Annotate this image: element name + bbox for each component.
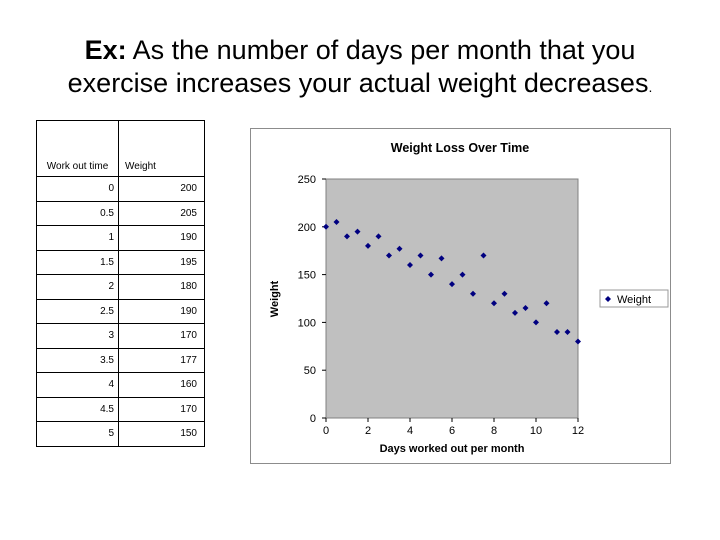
data-point — [333, 219, 340, 226]
title-line-2: exercise increases your actual weight de… — [67, 68, 649, 98]
y-axis-label: Weight — [269, 280, 281, 317]
table-row: 1.5 195 — [36, 249, 205, 275]
x-tick-label: 6 — [449, 425, 455, 437]
cell-weight: 195 — [118, 249, 205, 275]
cell-weight: 200 — [118, 176, 205, 202]
legend-marker — [605, 296, 611, 302]
table-row: 1 190 — [36, 225, 205, 251]
cell-workout-time: 3 — [36, 323, 119, 349]
slide-title: Ex: As the number of days per month that… — [0, 34, 720, 104]
cell-weight: 170 — [118, 396, 205, 422]
data-point — [428, 271, 434, 278]
data-point — [449, 281, 455, 288]
cell-weight: 190 — [118, 225, 205, 251]
table-row: 4.5 170 — [36, 396, 205, 422]
data-point — [375, 233, 382, 240]
table-row: 2.5 190 — [36, 298, 205, 324]
scatter-chart: Weight Loss Over Time 0 50 100 150 200 250 0 2… — [269, 141, 669, 455]
cell-weight: 160 — [118, 372, 205, 398]
x-tick-label: 0 — [323, 425, 329, 437]
data-point — [386, 252, 392, 259]
data-table: Work out time Weight 0 200 0.5 205 1 190 1.5 19… — [36, 120, 205, 447]
cell-workout-time: 4.5 — [36, 396, 119, 422]
cell-workout-time: 2.5 — [36, 298, 119, 324]
cell-workout-time: 2 — [36, 274, 119, 300]
data-point — [533, 319, 539, 326]
x-tick-label: 4 — [407, 425, 413, 437]
cell-workout-time: 4 — [36, 372, 119, 398]
table-row: 5 150 — [36, 421, 205, 447]
data-point — [396, 245, 403, 252]
table-row: 2 180 — [36, 274, 205, 300]
data-point — [344, 233, 350, 240]
x-tick-label: 10 — [530, 425, 542, 437]
cell-workout-time: 5 — [36, 421, 119, 447]
legend: Weight — [599, 289, 669, 308]
data-point — [365, 242, 371, 249]
data-point — [501, 290, 508, 297]
legend-label: Weight — [617, 294, 651, 306]
title-line-1: As the number of days per month that you — [132, 35, 636, 65]
header-weight: Weight — [118, 120, 205, 177]
cell-workout-time: 0.5 — [36, 200, 119, 226]
data-point — [354, 228, 361, 235]
y-tick-label: 150 — [298, 270, 316, 282]
table-row: 3.5 177 — [36, 347, 205, 373]
cell-weight: 170 — [118, 323, 205, 349]
header-workout-time: Work out time — [36, 120, 119, 177]
title-period: . — [648, 79, 653, 95]
table-row: 3 170 — [36, 323, 205, 349]
table-row: 0 200 — [36, 176, 205, 202]
data-point — [323, 223, 329, 230]
data-point — [512, 309, 518, 316]
cell-weight: 205 — [118, 200, 205, 226]
y-tick-label: 200 — [298, 222, 316, 234]
y-tick-label: 100 — [298, 317, 316, 329]
chart-title: Weight Loss Over Time — [391, 141, 530, 155]
x-tick-label: 12 — [572, 425, 584, 437]
data-point — [491, 300, 497, 307]
cell-workout-time: 1.5 — [36, 249, 119, 275]
legend-box — [599, 289, 669, 308]
cell-weight: 190 — [118, 298, 205, 324]
x-tick-label: 8 — [491, 425, 497, 437]
cell-workout-time: 0 — [36, 176, 119, 202]
data-point — [417, 252, 424, 259]
cell-weight: 180 — [118, 274, 205, 300]
y-tick-label: 250 — [298, 174, 316, 186]
table-row: 4 160 — [36, 372, 205, 398]
cell-workout-time: 3.5 — [36, 347, 119, 373]
plot-area — [325, 178, 579, 419]
x-axis-label: Days worked out per month — [380, 443, 525, 455]
data-point — [522, 305, 529, 312]
y-tick-label: 50 — [304, 365, 316, 377]
cell-weight: 177 — [118, 347, 205, 373]
data-point — [543, 300, 550, 307]
title-prefix: Ex: — [84, 35, 127, 65]
data-point — [575, 338, 581, 345]
chart-frame: Weight Loss Over Time 0 50 100 150 200 250 0 2… — [250, 128, 671, 464]
data-point — [480, 252, 487, 259]
cell-weight: 150 — [118, 421, 205, 447]
cell-workout-time: 1 — [36, 225, 119, 251]
x-tick-label: 2 — [365, 425, 371, 437]
data-point — [407, 262, 413, 269]
data-point — [564, 328, 571, 335]
data-point — [470, 290, 476, 297]
data-point — [459, 271, 466, 278]
table-header-row: Work out time Weight — [36, 120, 205, 177]
data-point — [554, 328, 560, 335]
table-row: 0.5 205 — [36, 200, 205, 226]
data-point — [438, 255, 445, 262]
y-tick-label: 0 — [310, 413, 316, 425]
